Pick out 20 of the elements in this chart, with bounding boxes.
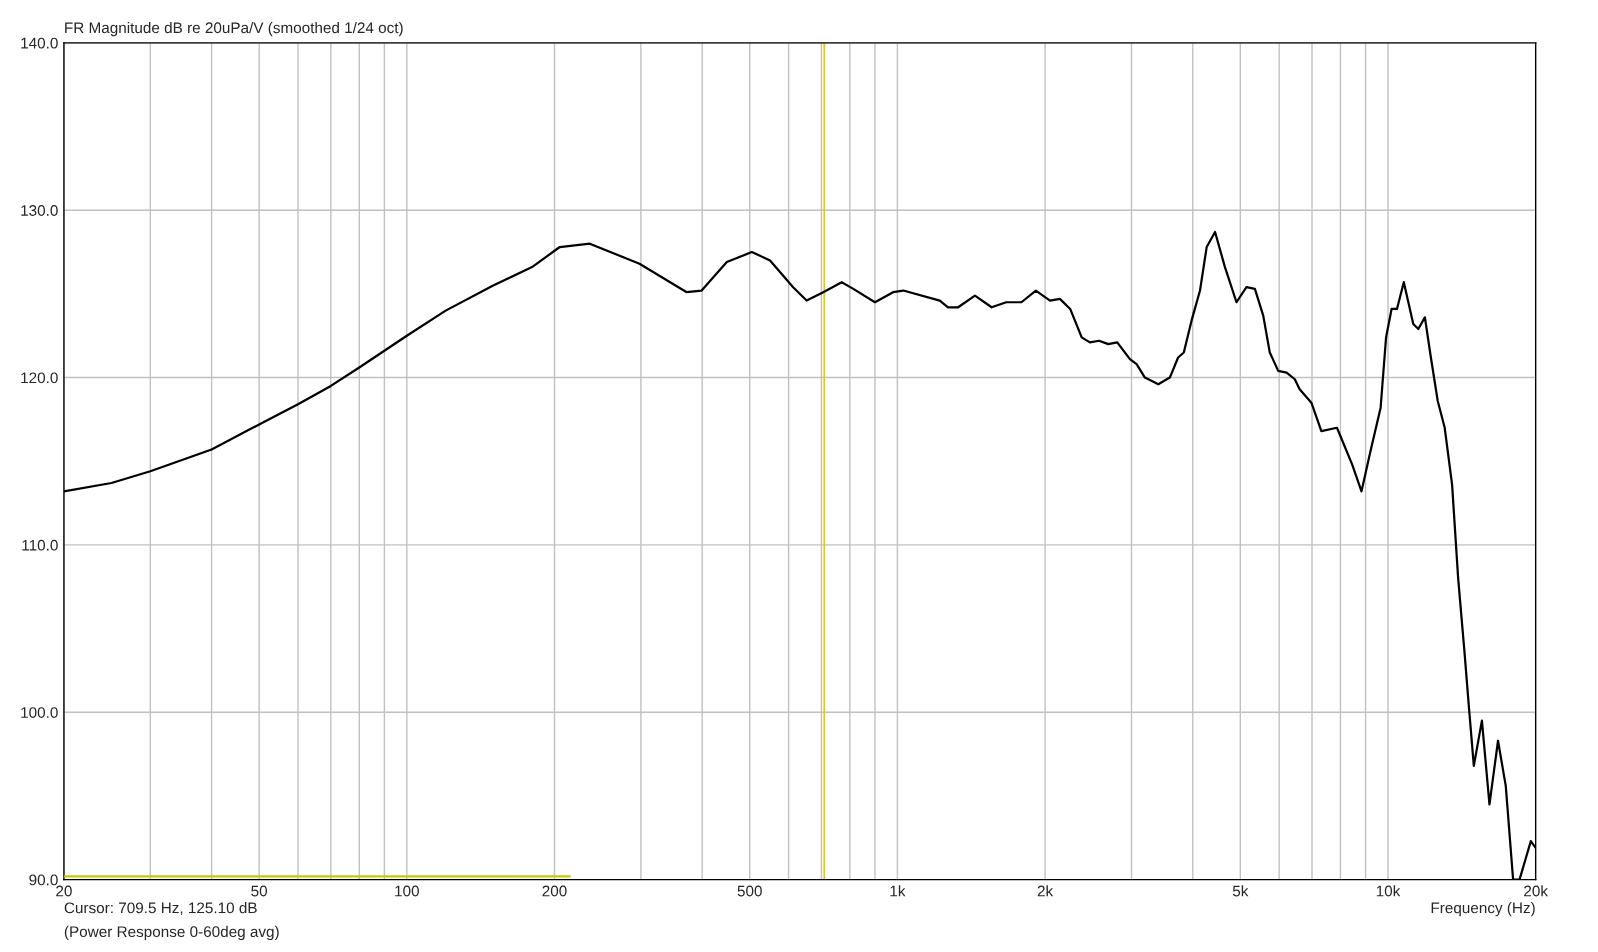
text: (Power Response 0-60deg avg) [64, 925, 279, 941]
x-tick-label: 500 [737, 885, 762, 897]
chart-title: FR Magnitude dB re 20uPa/V (smoothed 1/24 oct) [65, 21, 403, 37]
x-tick-label: 20 [56, 885, 72, 897]
x-tick-label: 20k [1524, 885, 1549, 897]
y-tick-label: 100.0 [21, 707, 58, 718]
x-tick-label: 1k [890, 885, 906, 897]
y-tick-label: 120.0 [21, 372, 58, 384]
y-tick-label: 90.0 [29, 874, 58, 886]
x-tick-label: 5k [1232, 885, 1249, 897]
x-tick-label: 50 [251, 885, 268, 897]
y-tick-label: 130.0 [21, 205, 58, 216]
x-axis-title: Frequency (Hz) [1431, 902, 1535, 917]
x-tick-label: 100 [395, 885, 419, 897]
text: Cursor: 709.5 Hz, 125.10 dB [64, 902, 257, 916]
x-tick-label: 10k [1376, 885, 1401, 897]
x-tick-label: 200 [542, 885, 567, 897]
x-tick-label: 2k [1037, 885, 1054, 897]
y-tick-label: 140.0 [21, 37, 58, 49]
y-tick-label: 110.0 [22, 539, 58, 551]
